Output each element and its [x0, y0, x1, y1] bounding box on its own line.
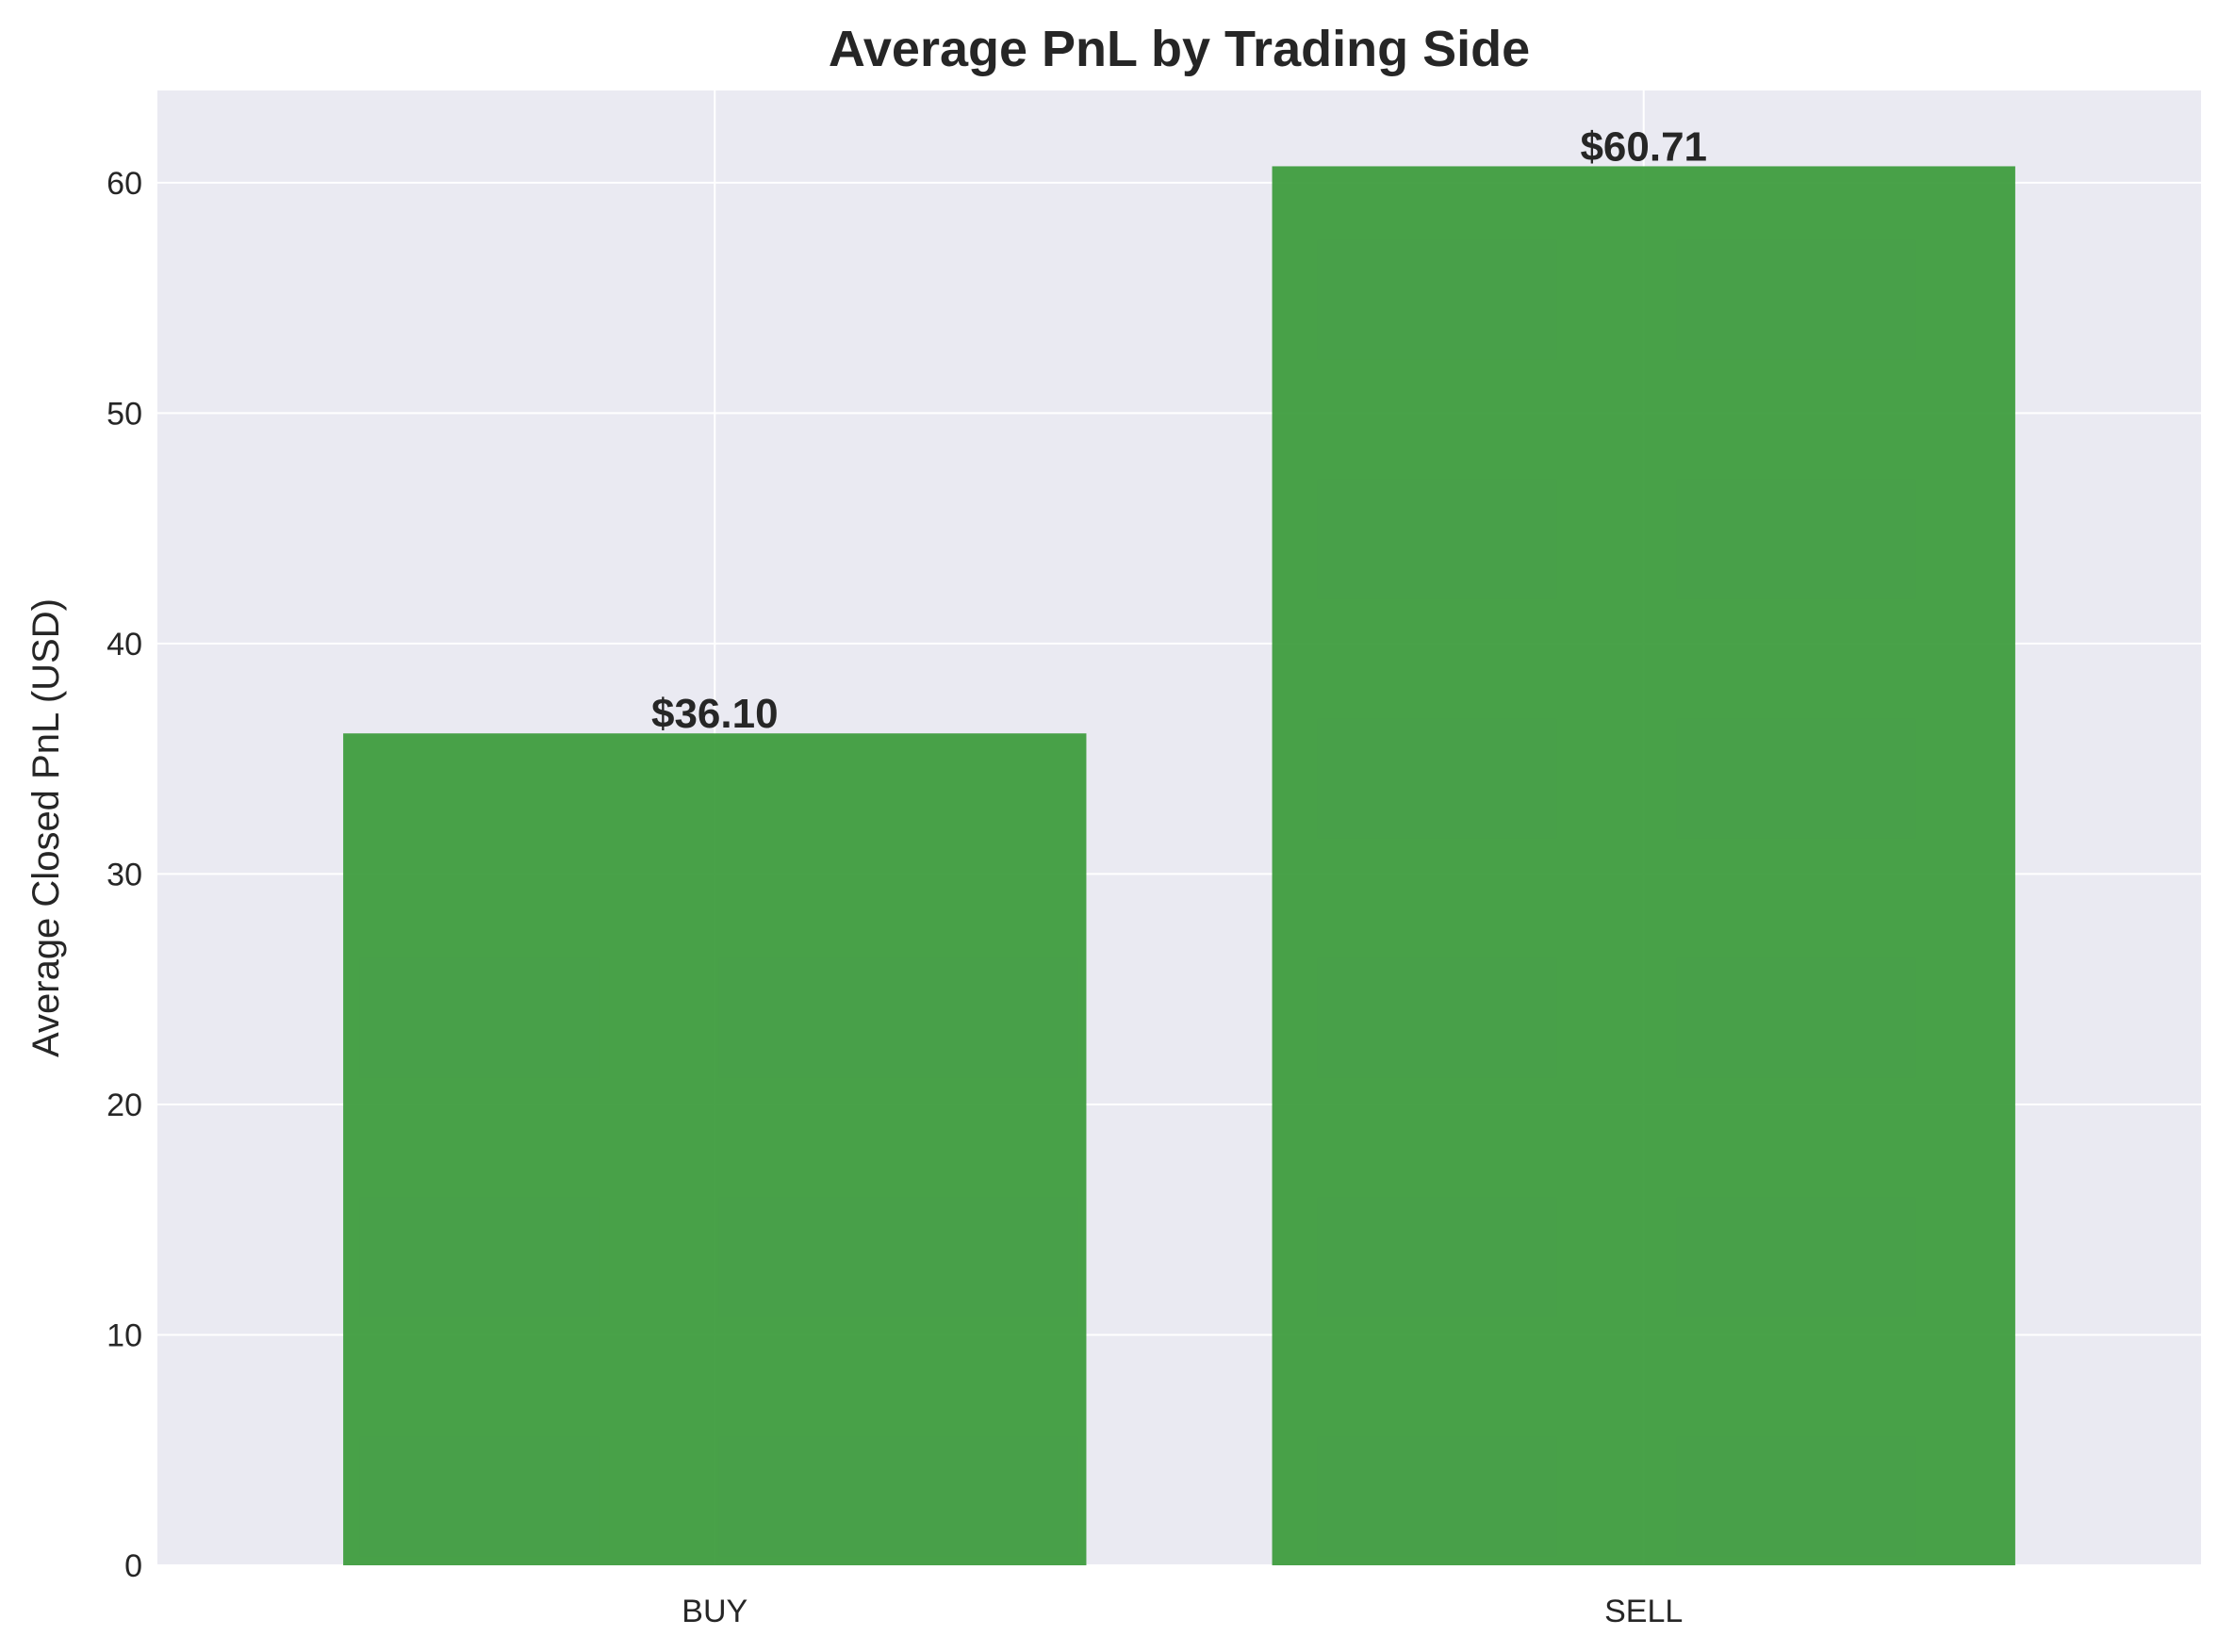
x-tick-label: BUY — [682, 1594, 748, 1629]
y-tick-label: 20 — [107, 1088, 142, 1123]
x-axis-ticks: BUY SELL — [682, 1594, 1683, 1629]
bars — [343, 166, 2015, 1565]
y-tick-label: 40 — [107, 627, 142, 662]
y-tick-label: 30 — [107, 857, 142, 892]
y-tick-label: 60 — [107, 166, 142, 202]
bar-buy — [343, 733, 1087, 1565]
y-axis-ticks: 0 10 20 30 40 50 60 — [107, 166, 142, 1584]
data-labels: $36.10 $60.71 — [651, 123, 1707, 737]
data-label: $60.71 — [1580, 123, 1707, 170]
y-tick-label: 50 — [107, 396, 142, 432]
chart-title: Average PnL by Trading Side — [829, 21, 1530, 77]
y-axis-label: Average Closed PnL (USD) — [25, 598, 67, 1057]
y-tick-label: 10 — [107, 1317, 142, 1353]
data-label: $36.10 — [651, 691, 779, 737]
x-tick-label: SELL — [1604, 1594, 1683, 1629]
bar-sell — [1272, 166, 2015, 1565]
y-tick-label: 0 — [124, 1548, 142, 1584]
